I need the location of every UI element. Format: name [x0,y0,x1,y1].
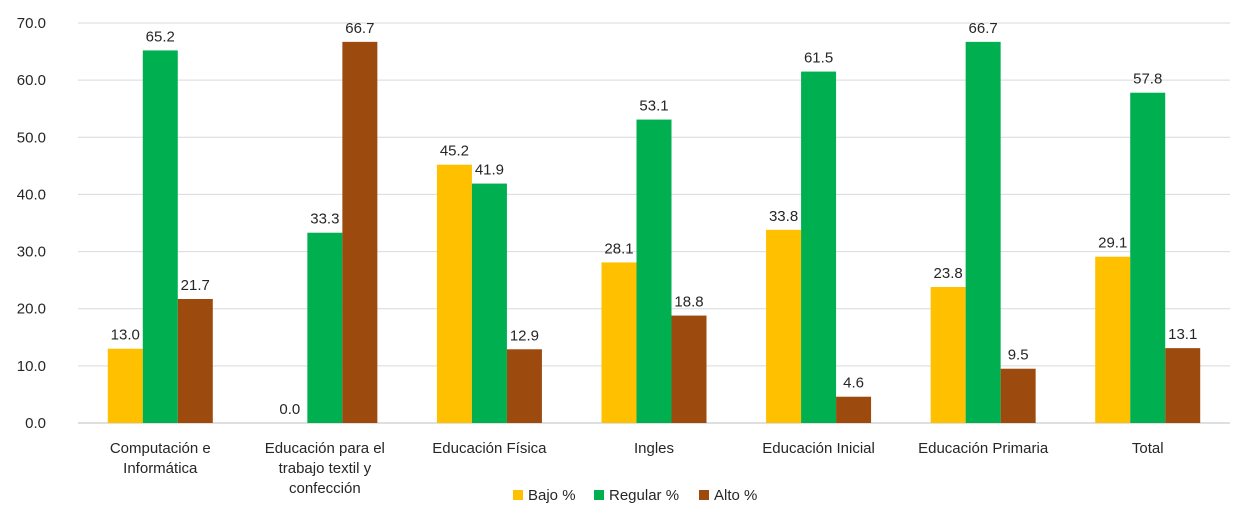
data-labels: 13.0 65.2 21.7 0.0 33.3 66.7 45.2 41.9 12.9 28.1 5… [111,20,1198,418]
x-category-label-line: Educación Primaria [918,440,1049,457]
data-label: 12.9 [510,327,539,344]
bar-bajo [107,348,143,423]
legend-swatch [513,490,523,500]
data-label: 23.8 [934,265,963,282]
data-label: 61.5 [804,50,833,67]
data-label: 33.3 [310,211,339,228]
x-category-label-line: confección [289,480,361,497]
bar-regular [307,232,343,423]
data-label: 4.6 [843,375,864,392]
bar-alto [1000,368,1036,423]
bar-regular [965,41,1001,423]
bar-bajo [930,287,966,423]
bar-bajo [1095,256,1131,423]
bar-regular [636,119,672,424]
x-category-label: Ingles [634,440,674,457]
bar-bajo [436,164,472,423]
bar-alto [671,315,707,423]
x-category-label-line: Ingles [634,440,674,457]
x-category-label: Educación Física [432,440,547,457]
data-label: 28.1 [604,240,633,257]
x-category-label-line: Total [1132,440,1164,457]
legend: Bajo % Regular % Alto % [513,487,757,504]
y-tick-label: 30.0 [17,244,46,261]
bar-bajo [601,262,637,423]
x-category-label: Total [1132,440,1164,457]
bar-alto [177,299,213,423]
legend-swatch [594,490,604,500]
x-category-label: Computación e Informática [110,440,211,477]
data-label: 66.7 [969,20,998,37]
y-axis-ticks: 0.0 10.0 20.0 30.0 40.0 50.0 60.0 70.0 [17,15,46,432]
bars [107,41,1201,424]
data-label: 13.1 [1168,326,1197,343]
legend-label: Regular % [609,487,679,504]
legend-label: Bajo % [528,487,576,504]
data-label: 9.5 [1008,347,1029,364]
y-tick-label: 50.0 [17,129,46,146]
bar-alto [1165,348,1201,423]
x-category-label: Educación Primaria [918,440,1049,457]
data-label: 57.8 [1133,71,1162,88]
legend-label: Alto % [714,487,757,504]
data-label: 45.2 [440,143,469,160]
y-tick-label: 70.0 [17,15,46,32]
data-label: 18.8 [674,294,703,311]
bar-regular [471,183,507,423]
data-label: 53.1 [639,98,668,115]
x-category-label-line: Educación Física [432,440,547,457]
data-label: 41.9 [475,162,504,179]
y-tick-label: 0.0 [25,415,46,432]
x-category-label-line: Informática [123,460,198,477]
x-category-label-line: trabajo textil y [279,460,372,477]
y-tick-label: 60.0 [17,72,46,89]
y-tick-label: 20.0 [17,301,46,318]
bar-bajo [766,229,802,423]
x-category-label-line: Educación Inicial [762,440,875,457]
x-category-label-line: Educación para el [265,440,385,457]
y-tick-label: 10.0 [17,358,46,375]
data-label: 21.7 [181,277,210,294]
data-label: 0.0 [279,401,300,418]
x-category-label: Educación Inicial [762,440,875,457]
bar-alto [506,349,542,423]
legend-swatch [699,490,709,500]
bar-regular [801,71,837,424]
y-tick-label: 40.0 [17,186,46,203]
x-category-label: Educación para el trabajo textil y confecc… [265,440,385,497]
data-label: 65.2 [146,28,175,45]
bar-alto [342,41,378,423]
x-axis-categories: Computación e Informática Educación para e… [110,440,1164,497]
bar-alto [836,396,872,423]
data-label: 29.1 [1098,235,1127,252]
bar-regular [1130,92,1166,423]
bar-regular [142,50,178,424]
data-label: 33.8 [769,208,798,225]
data-label: 13.0 [111,327,140,344]
x-category-label-line: Computación e [110,440,211,457]
data-label: 66.7 [345,20,374,37]
